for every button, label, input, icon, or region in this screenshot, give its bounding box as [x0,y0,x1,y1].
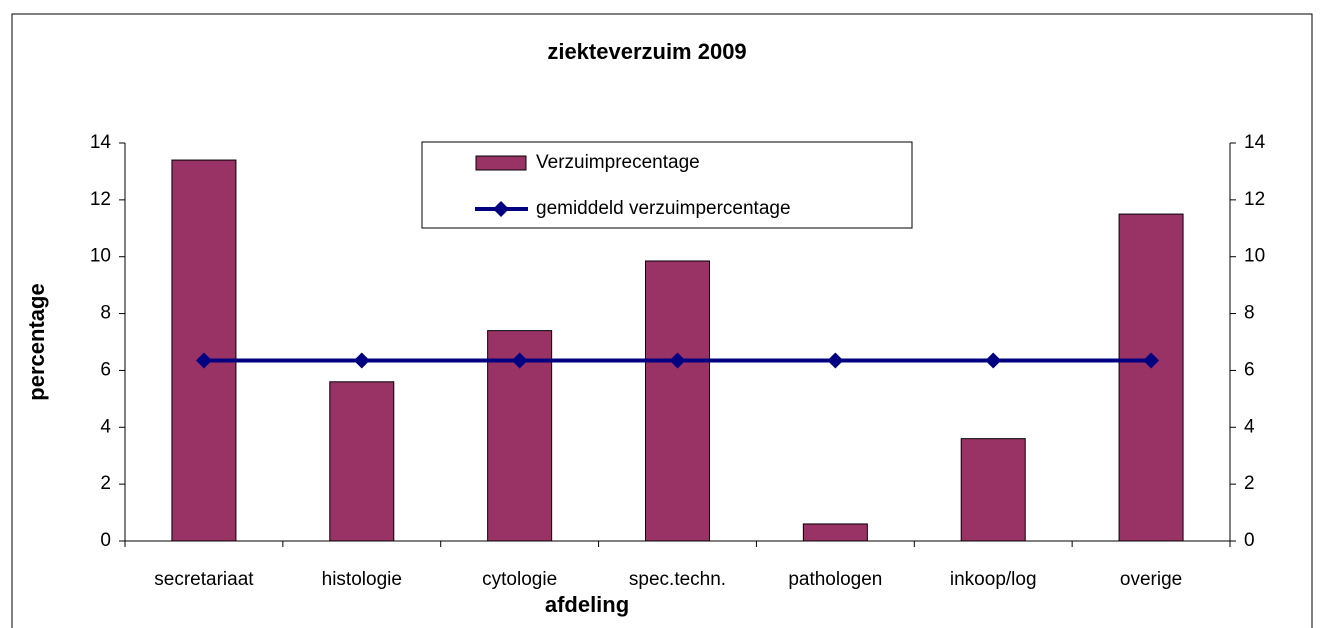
y2-tick-label: 8 [1244,303,1255,324]
y2-tick-label: 6 [1244,359,1255,380]
y-tick-label: 4 [100,416,111,437]
bar [171,159,237,542]
line-marker [353,352,370,369]
x-tick-label: inkoop/log [950,569,1037,590]
line-marker [985,352,1002,369]
y2-tick-label: 10 [1244,246,1265,267]
y2-tick-label: 14 [1244,132,1266,153]
legend-swatch [475,155,527,171]
bar [329,381,395,542]
y-tick-label: 12 [90,189,111,210]
y-tick-label: 6 [100,359,111,380]
y2-tick-label: 2 [1244,473,1255,494]
x-axis-label: afdeling [545,592,629,617]
line-marker [669,352,686,369]
y-tick-label: 14 [90,132,112,153]
x-tick-label: overige [1120,569,1182,590]
x-tick-label: pathologen [788,569,882,590]
x-tick-label: secretariaat [154,569,254,590]
legend-marker [493,201,509,217]
line-marker [1143,352,1160,369]
y2-tick-label: 4 [1244,416,1255,437]
bar [645,260,710,542]
y-axis-label: percentage [24,283,49,400]
line-marker [511,352,528,369]
y-tick-label: 8 [100,303,111,324]
legend-label: gemiddeld verzuimpercentage [536,198,791,219]
line-marker [827,352,844,369]
y2-tick-label: 12 [1244,189,1265,210]
x-tick-label: histologie [322,569,402,590]
y-tick-label: 0 [100,530,111,551]
bar [960,438,1026,542]
y2-tick-label: 0 [1244,530,1255,551]
bar [802,523,868,542]
bar [1118,213,1184,542]
line-marker [195,352,212,369]
x-tick-label: spec.techn. [629,569,726,590]
y-tick-label: 2 [100,473,111,494]
x-tick-label: cytologie [482,569,557,590]
y-tick-label: 10 [90,246,111,267]
chart-title: ziekteverzuim 2009 [547,39,746,64]
legend-label: Verzuimprecentage [536,152,700,173]
